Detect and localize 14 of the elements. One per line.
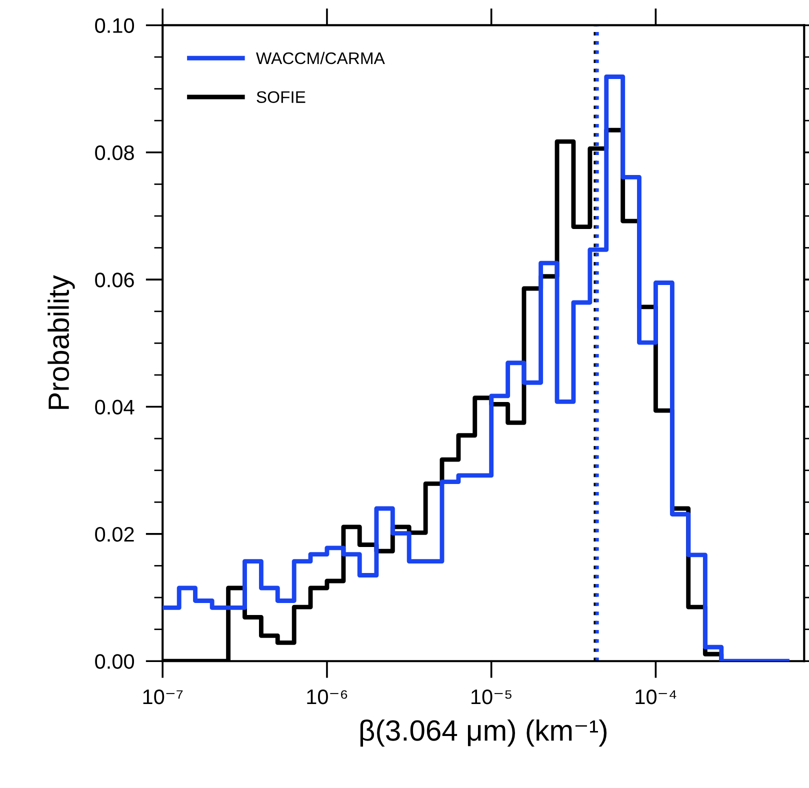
y-tick-label: 0.00: [95, 654, 134, 669]
x-tick-label: 10⁻⁶: [307, 689, 348, 704]
y-tick-label: 0.08: [95, 145, 134, 160]
y-tick-label: 0.06: [95, 272, 134, 288]
y-axis-title: Probability: [48, 275, 75, 409]
y-tick-label: 0.04: [95, 400, 134, 415]
y-tick-label: 0.02: [95, 526, 134, 542]
x-tick-label: 10⁻⁵: [472, 689, 512, 704]
x-tick-label: 10⁻⁴: [636, 689, 676, 704]
legend-label: WACCM/CARMA: [256, 52, 385, 64]
x-tick-label: 10⁻⁷: [143, 689, 183, 704]
y-tick-label: 0.10: [95, 18, 134, 33]
legend-label: SOFIE: [256, 91, 306, 103]
x-axis-title: β(3.064 μm) (km⁻¹): [360, 719, 607, 747]
